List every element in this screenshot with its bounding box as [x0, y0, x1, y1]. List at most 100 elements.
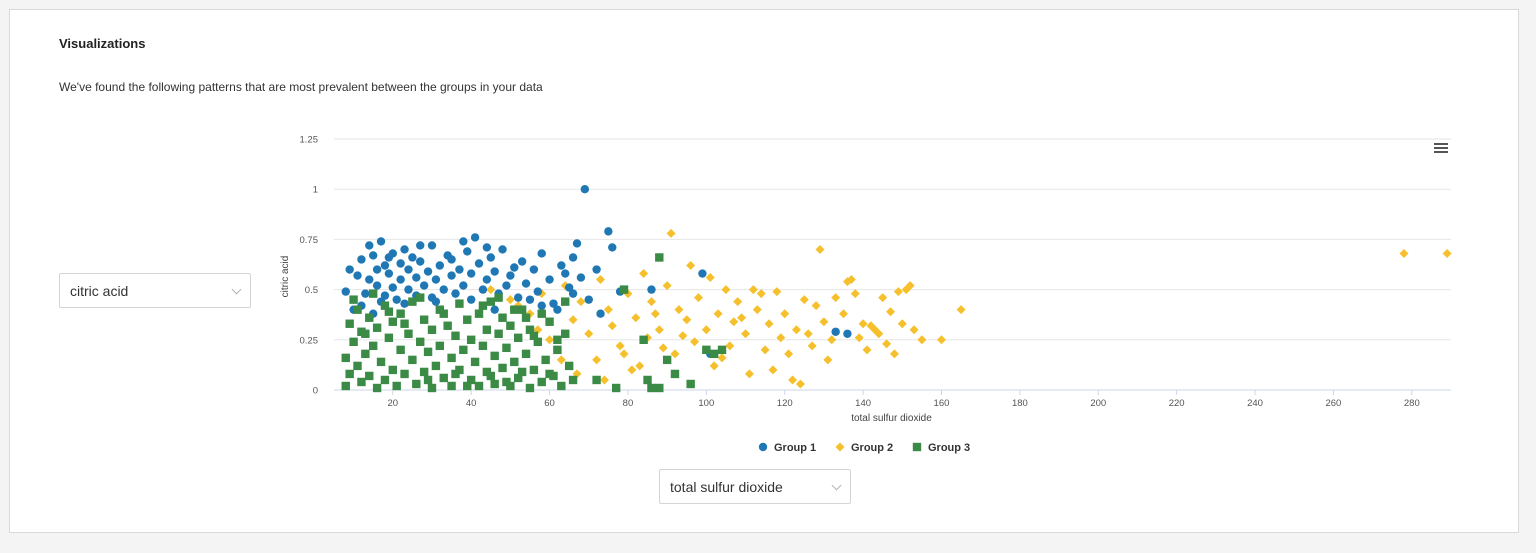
data-point — [368, 341, 378, 351]
data-point — [596, 275, 606, 285]
data-point — [517, 367, 527, 377]
data-point — [545, 275, 554, 284]
data-point — [568, 253, 578, 262]
data-point — [486, 253, 495, 262]
data-point — [341, 353, 350, 363]
data-point — [400, 299, 409, 308]
data-point — [725, 341, 735, 351]
legend-item: Group 2 — [835, 442, 893, 454]
data-point — [639, 269, 649, 279]
data-point — [412, 273, 421, 282]
data-point — [474, 259, 484, 268]
data-point — [561, 297, 570, 306]
data-point — [1399, 248, 1409, 258]
data-point — [478, 285, 488, 294]
data-point — [561, 269, 570, 278]
data-point — [666, 228, 676, 238]
y-tick-label: 0 — [313, 386, 318, 397]
data-point — [956, 305, 966, 315]
data-point — [764, 319, 774, 329]
legend-label: Group 3 — [928, 442, 970, 454]
data-point — [553, 305, 562, 314]
data-point — [439, 309, 448, 318]
data-point — [619, 349, 629, 359]
data-point — [604, 227, 613, 236]
data-point — [709, 349, 719, 359]
data-point — [545, 335, 555, 345]
data-point — [498, 363, 507, 373]
data-point — [447, 353, 456, 363]
data-point — [831, 293, 841, 303]
data-point — [580, 185, 590, 194]
data-point — [858, 319, 868, 329]
y-tick-label: 1 — [313, 185, 318, 196]
data-point — [772, 287, 782, 297]
x-tick-label: 220 — [1169, 398, 1185, 409]
data-point — [372, 323, 382, 332]
data-point — [537, 377, 546, 387]
data-point — [748, 285, 758, 295]
data-point — [744, 369, 754, 379]
y-tick-label: 0.25 — [300, 335, 319, 346]
data-point — [690, 337, 700, 347]
data-point — [576, 273, 586, 282]
y-axis-select[interactable]: citric acid — [59, 273, 251, 308]
data-point — [396, 259, 405, 268]
data-point — [396, 275, 405, 284]
data-point — [466, 269, 476, 278]
data-point — [936, 335, 946, 345]
data-point — [451, 331, 460, 340]
data-point — [533, 287, 543, 296]
data-point — [466, 335, 476, 344]
data-point — [654, 325, 664, 335]
series-group-2 — [486, 228, 1452, 389]
data-point — [686, 261, 696, 271]
data-point — [893, 287, 903, 297]
data-point — [646, 297, 656, 307]
data-point — [776, 333, 786, 343]
section-description: We've found the following patterns that … — [59, 80, 543, 94]
x-axis-select[interactable]: total sulfur dioxide — [659, 469, 851, 504]
x-tick-label: 200 — [1090, 398, 1106, 409]
data-point — [556, 355, 566, 365]
data-point — [655, 253, 664, 262]
data-point — [862, 345, 872, 355]
data-point — [490, 379, 499, 389]
data-point — [514, 333, 523, 342]
data-point — [486, 371, 495, 381]
data-point — [459, 345, 468, 355]
data-point — [831, 327, 840, 336]
data-point — [419, 315, 429, 324]
data-point — [376, 237, 386, 246]
data-point — [674, 305, 684, 315]
data-point — [494, 293, 503, 302]
data-point — [561, 329, 570, 338]
data-point — [756, 289, 766, 299]
data-point — [517, 305, 527, 314]
legend-item: Group 3 — [912, 442, 970, 454]
data-point — [592, 355, 602, 365]
data-point — [408, 297, 417, 306]
data-point — [549, 299, 558, 308]
data-point — [490, 305, 499, 314]
data-point — [698, 269, 707, 278]
data-point — [427, 325, 437, 334]
x-axis-title: total sulfur dioxide — [851, 413, 932, 424]
data-point — [705, 273, 715, 283]
data-point — [889, 349, 899, 359]
data-point — [815, 244, 825, 254]
data-point — [803, 329, 813, 339]
data-point — [564, 283, 574, 292]
data-point — [752, 305, 762, 315]
data-point — [474, 309, 484, 318]
data-point — [823, 355, 833, 365]
data-point — [376, 357, 386, 367]
data-point — [917, 335, 927, 345]
x-tick-label: 20 — [388, 398, 399, 409]
data-point — [455, 265, 464, 274]
data-point — [572, 239, 582, 248]
data-point — [498, 313, 507, 322]
chart-menu-button[interactable] — [1430, 138, 1452, 158]
data-point — [388, 317, 397, 326]
data-point — [670, 369, 680, 379]
